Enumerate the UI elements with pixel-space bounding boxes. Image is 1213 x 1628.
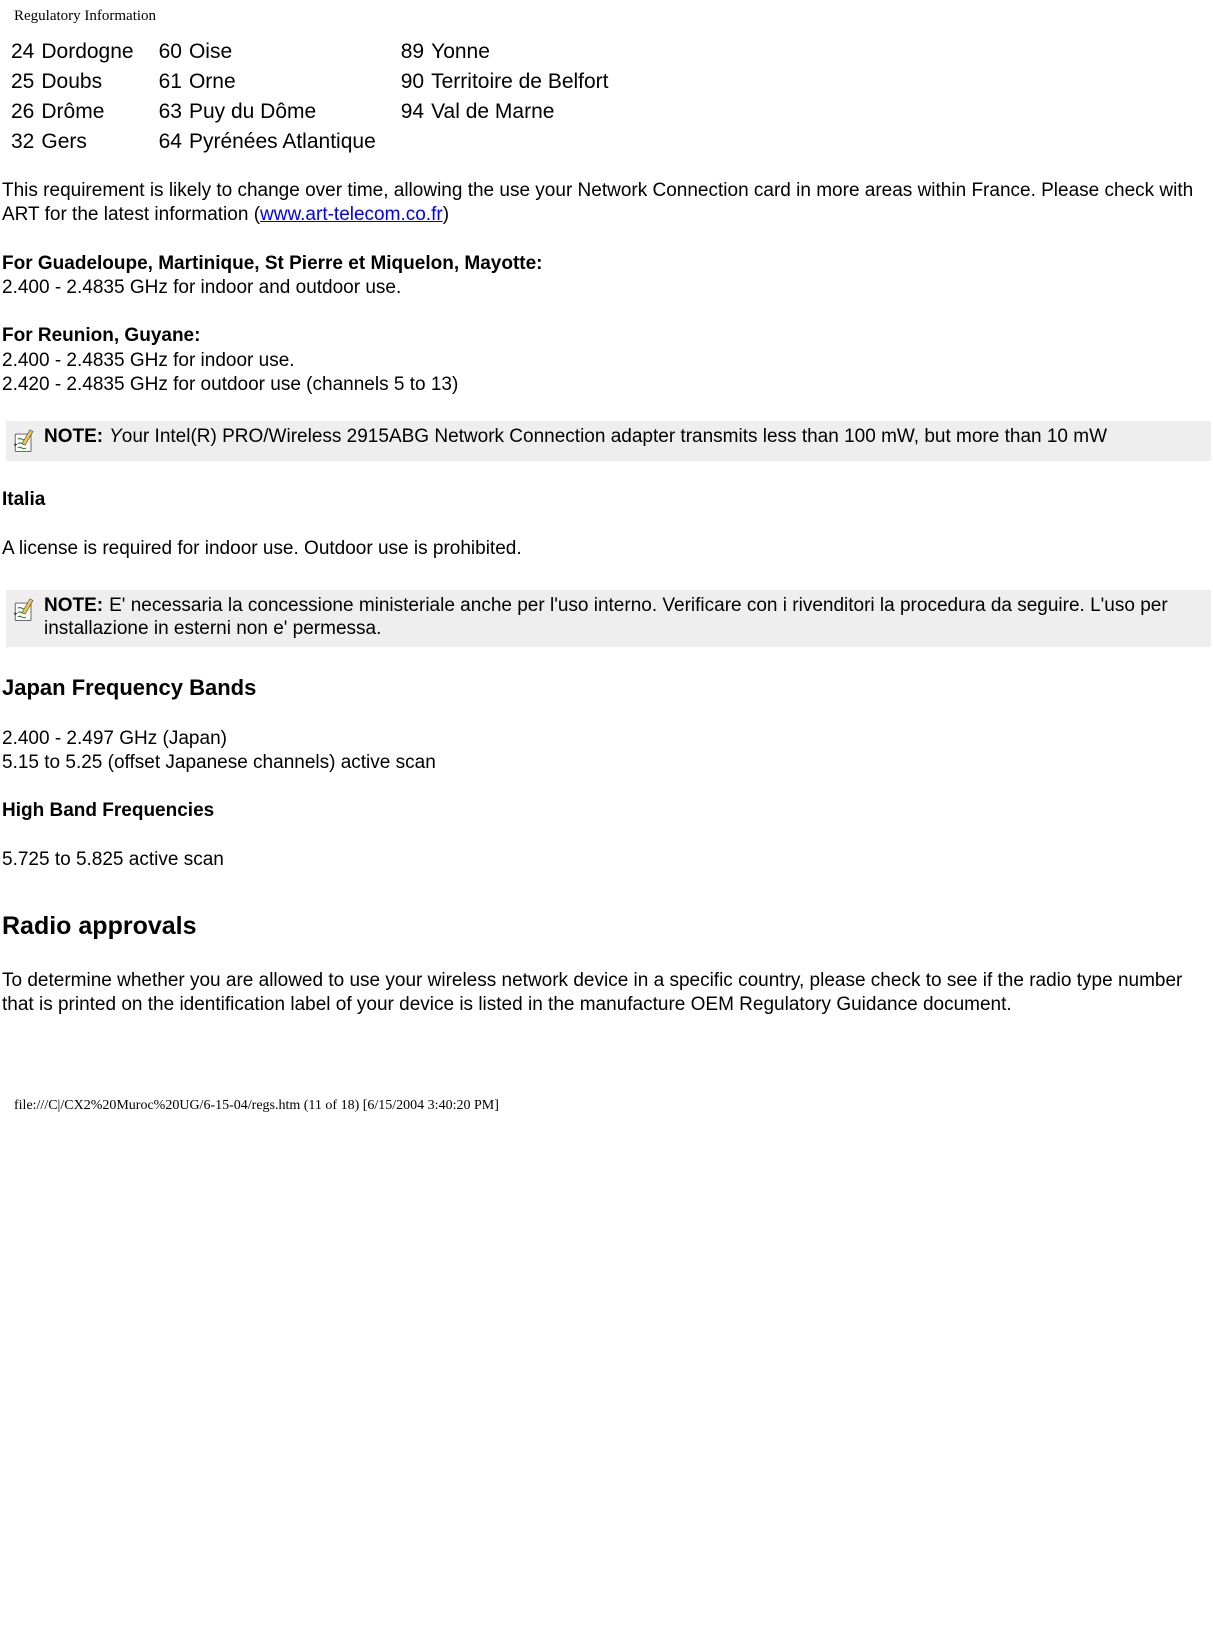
approvals-heading: Radio approvals: [2, 912, 1211, 941]
reunion-block: For Reunion, Guyane: 2.400 - 2.4835 GHz …: [2, 324, 1211, 397]
note-1-leading: Y: [109, 426, 122, 447]
dept-num: 26: [8, 97, 38, 127]
france-change-before: This requirement is likely to change ove…: [2, 180, 1193, 225]
dept-name: Val de Marne: [428, 97, 630, 127]
japan-line2: 5.15 to 5.25 (offset Japanese channels) …: [2, 752, 436, 773]
art-telecom-link[interactable]: www.art-telecom.co.fr: [260, 204, 443, 225]
main-content: 24Dordogne60Oise89Yonne25Doubs61Orne90Te…: [0, 37, 1213, 1018]
highband-line1: 5.725 to 5.825 active scan: [2, 848, 1211, 872]
dept-num: 61: [156, 67, 186, 97]
dept-name: Drôme: [38, 97, 155, 127]
note-box-1: NOTE: Your Intel(R) PRO/Wireless 2915ABG …: [6, 421, 1211, 461]
table-row: 24Dordogne60Oise89Yonne: [8, 37, 631, 67]
dept-num: 64: [156, 127, 186, 157]
dept-name: Yonne: [428, 37, 630, 67]
dept-num: 32: [8, 127, 38, 157]
note-1-body: our Intel(R) PRO/Wireless 2915ABG Networ…: [122, 426, 1107, 447]
page-header-title: Regulatory Information: [0, 0, 1213, 31]
dept-num: 63: [156, 97, 186, 127]
dept-num: 60: [156, 37, 186, 67]
guadeloupe-line1: 2.400 - 2.4835 GHz for indoor and outdoo…: [2, 277, 401, 298]
highband-heading: High Band Frequencies: [2, 800, 1211, 822]
table-row: 25Doubs61Orne90Territoire de Belfort: [8, 67, 631, 97]
note-pencil-icon: [10, 596, 38, 624]
dept-name: Orne: [186, 67, 398, 97]
table-row: 32Gers64Pyrénées Atlantique: [8, 127, 631, 157]
guadeloupe-heading: For Guadeloupe, Martinique, St Pierre et…: [2, 253, 543, 274]
dept-num: [398, 127, 428, 157]
dept-name: Territoire de Belfort: [428, 67, 630, 97]
dept-name: [428, 127, 630, 157]
note-2-text: NOTE:E' necessaria la concessione minist…: [44, 594, 1207, 642]
note-1-text: NOTE: Your Intel(R) PRO/Wireless 2915ABG …: [44, 425, 1207, 449]
dept-num: 89: [398, 37, 428, 67]
dept-name: Oise: [186, 37, 398, 67]
france-change-paragraph: This requirement is likely to change ove…: [2, 179, 1211, 228]
note-box-2: NOTE:E' necessaria la concessione minist…: [6, 590, 1211, 648]
note-2-label: NOTE:: [44, 595, 103, 616]
approvals-text: To determine whether you are allowed to …: [2, 969, 1211, 1018]
france-change-after: ): [443, 204, 449, 225]
japan-line1: 2.400 - 2.497 GHz (Japan): [2, 728, 227, 749]
page-footer-path: file:///C|/CX2%20Muroc%20UG/6-15-04/regs…: [0, 1068, 1213, 1122]
reunion-heading: For Reunion, Guyane:: [2, 325, 200, 346]
note-1-label: NOTE:: [44, 426, 103, 447]
dept-num: 24: [8, 37, 38, 67]
japan-block: 2.400 - 2.497 GHz (Japan) 5.15 to 5.25 (…: [2, 727, 1211, 776]
italia-heading: Italia: [2, 489, 1211, 511]
dept-num: 94: [398, 97, 428, 127]
dept-name: Puy du Dôme: [186, 97, 398, 127]
dept-num: 90: [398, 67, 428, 97]
dept-name: Gers: [38, 127, 155, 157]
dept-name: Doubs: [38, 67, 155, 97]
italia-text: A license is required for indoor use. Ou…: [2, 537, 1211, 561]
japan-heading: Japan Frequency Bands: [2, 675, 1211, 701]
note-2-body: E' necessaria la concessione ministerial…: [44, 595, 1168, 640]
note-pencil-icon: [10, 427, 38, 455]
departments-table: 24Dordogne60Oise89Yonne25Doubs61Orne90Te…: [8, 37, 631, 157]
dept-name: Dordogne: [38, 37, 155, 67]
reunion-line2: 2.420 - 2.4835 GHz for outdoor use (chan…: [2, 374, 458, 395]
reunion-line1: 2.400 - 2.4835 GHz for indoor use.: [2, 350, 295, 371]
guadeloupe-block: For Guadeloupe, Martinique, St Pierre et…: [2, 252, 1211, 301]
dept-num: 25: [8, 67, 38, 97]
table-row: 26Drôme63Puy du Dôme94Val de Marne: [8, 97, 631, 127]
dept-name: Pyrénées Atlantique: [186, 127, 398, 157]
